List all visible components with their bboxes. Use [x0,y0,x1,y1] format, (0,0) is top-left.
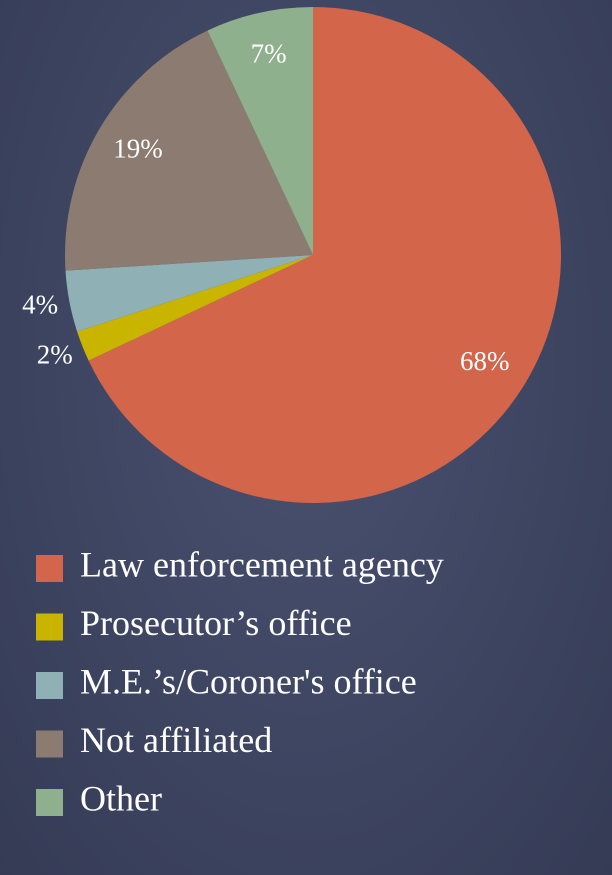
pie-slice [207,6,313,255]
legend-swatch [36,555,63,582]
slice-label: 19% [113,134,163,164]
legend-label: Not affiliated [80,720,272,760]
legend-swatch [36,789,63,816]
pie-slice [88,7,562,503]
legend-label: M.E.’s/Coroner's office [80,661,417,701]
slice-label: 7% [251,39,287,69]
slice-label: 68% [460,346,510,376]
legend-label: Other [80,778,162,818]
legend-label: Law enforcement agency [80,544,444,584]
slice-label: 2% [37,339,73,369]
legend-swatch [36,730,63,758]
legend-label: Prosecutor’s office [80,603,352,643]
pie-slice [77,255,313,361]
pie-slice [65,255,313,332]
legend-swatch [36,613,63,641]
slice-label: 4% [22,289,58,319]
pie-slice [65,30,313,271]
legend-swatch [36,672,63,699]
